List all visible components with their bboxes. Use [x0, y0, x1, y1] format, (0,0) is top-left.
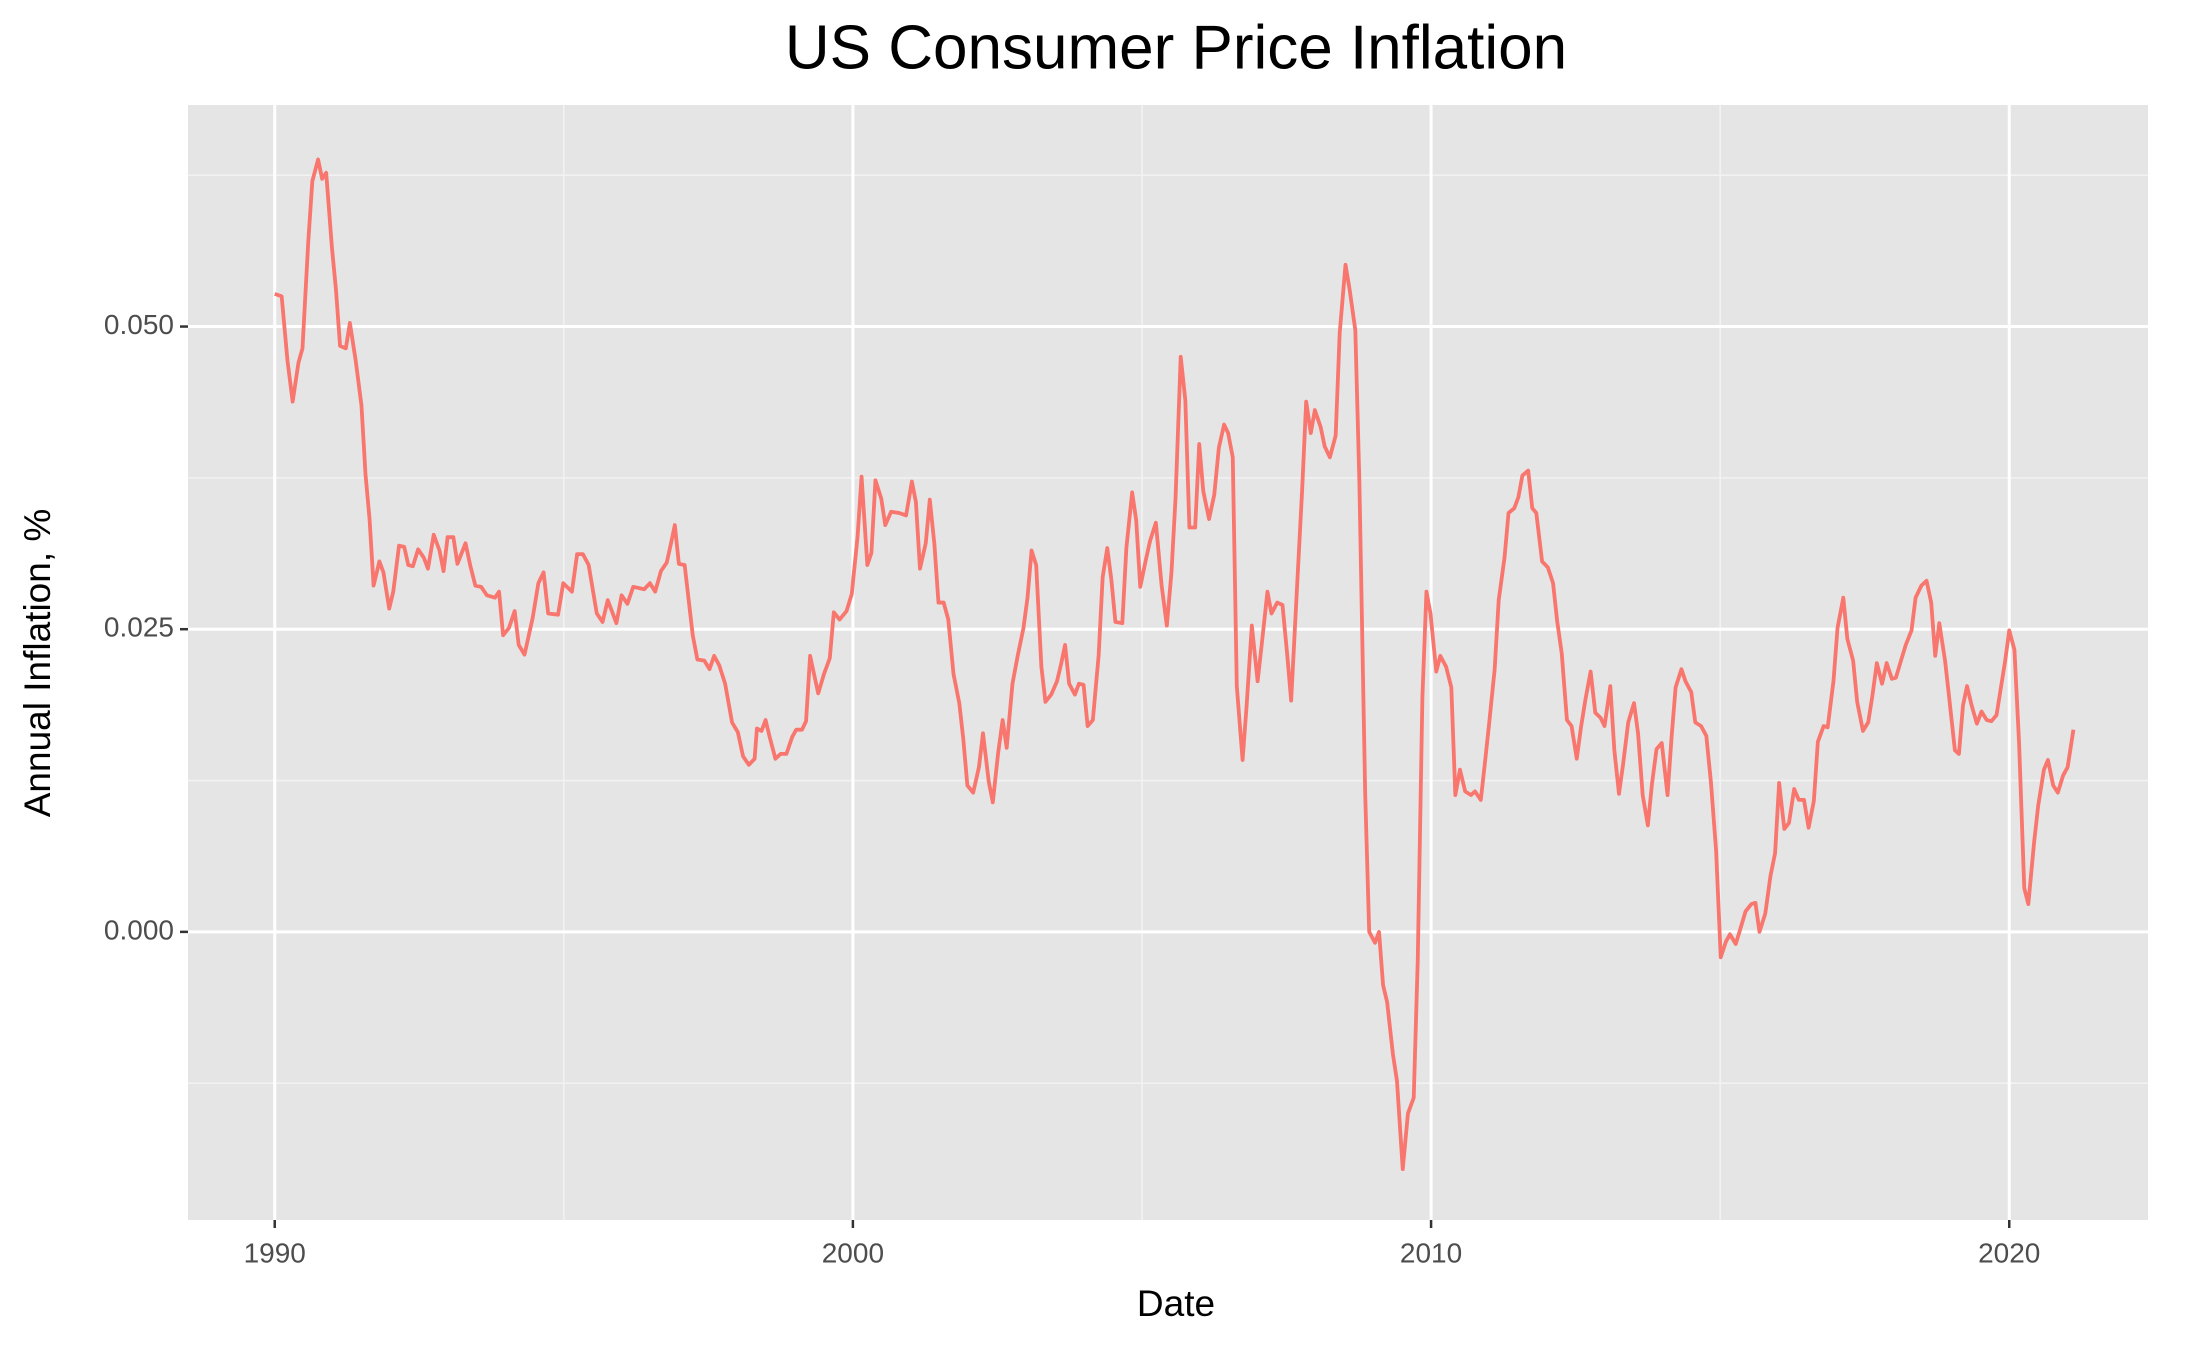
x-axis-title: Date [1137, 1283, 1215, 1324]
x-tick-label: 2000 [822, 1237, 884, 1268]
x-tick-label: 1990 [244, 1237, 306, 1268]
y-tick-label: 0.050 [104, 309, 174, 340]
plot-panel [188, 105, 2148, 1220]
line-series [274, 157, 2076, 1172]
y-tick-label: 0.000 [104, 914, 174, 945]
y-tick-label: 0.025 [104, 612, 174, 643]
chart-title: US Consumer Price Inflation [785, 13, 1567, 82]
y-axis-title: Annual Inflation, % [17, 509, 58, 818]
x-tick-label: 2010 [1400, 1237, 1462, 1268]
x-tick-label: 2020 [1978, 1237, 2040, 1268]
